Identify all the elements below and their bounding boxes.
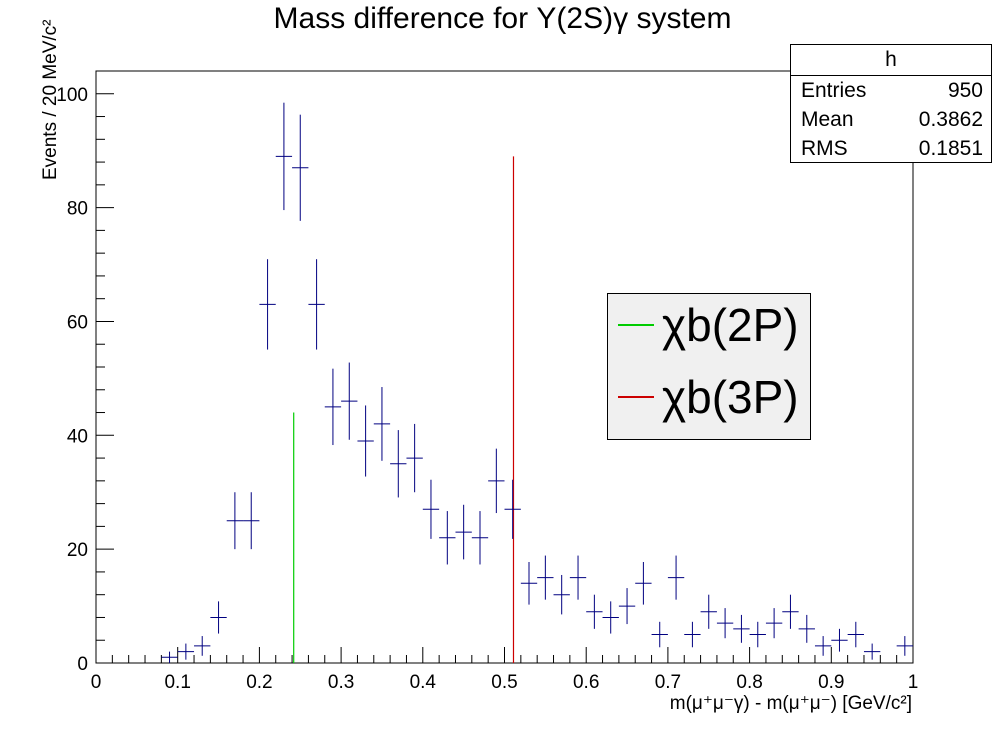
data-point [586,594,603,629]
data-point [488,448,505,514]
data-point [847,621,864,648]
x-tick-label: 0 [91,672,102,693]
stats-row-rms: RMS 0.1851 [791,134,991,163]
data-point [357,405,374,477]
data-point [618,588,636,625]
data-point [177,643,195,660]
data-point [471,511,489,565]
data-point [651,621,668,648]
data-point [161,651,178,663]
data-point [553,574,570,615]
stats-value: 0.1851 [918,137,983,160]
x-tick-label: 1 [908,672,919,693]
data-point [733,614,750,643]
data-point [814,636,832,656]
legend-entry-chib-3p: χb(3P) [618,370,799,424]
y-tick-label: 100 [56,85,88,106]
data-point [455,504,472,560]
data-point [373,387,391,461]
stats-header: h [791,45,991,76]
stats-row-entries: Entries 950 [791,76,991,105]
legend-label: χb(3P) [662,371,799,423]
stats-box: h Entries 950 Mean 0.3862 RMS 0.1851 [790,44,992,163]
data-point [226,492,244,550]
data-point [406,423,423,493]
data-point [275,102,293,211]
x-tick-label: 0.6 [573,672,599,693]
x-tick-label: 0.5 [491,672,517,693]
y-tick-label: 20 [67,540,88,561]
y-tick-label: 80 [67,199,88,220]
data-point [635,562,652,605]
data-point [292,114,309,221]
data-point [569,555,587,600]
stats-label: Mean [801,108,854,131]
reference-lines [293,156,515,663]
data-points [161,102,913,663]
legend-swatch [618,396,654,398]
axis-ticks [95,93,914,664]
data-point [439,511,456,565]
legend-entry-chib-2p: χb(2P) [618,298,799,352]
x-tick-label: 0.8 [736,672,762,693]
data-point [243,492,260,550]
axis-tick-labels: 0 0.1 0.2 0.3 0.4 0.5 0.6 0.7 0.8 0.9 1 0 20 40 60 80 10… [56,85,918,693]
y-tick-label: 40 [67,426,88,447]
x-axis-label: m(μ⁺μ⁻γ) - m(μ⁺μ⁻) [GeV/c²] [669,693,912,714]
data-point [716,608,734,639]
legend-swatch [618,324,654,326]
data-point [194,636,211,656]
data-point [863,643,881,660]
data-point [422,479,440,539]
legend-label: χb(2P) [662,299,799,351]
data-point [667,555,685,600]
y-tick-label: 0 [77,654,88,675]
data-point [782,594,799,629]
data-point [602,601,619,634]
stats-row-mean: Mean 0.3862 [791,105,991,134]
data-point [504,479,521,539]
x-tick-label: 0.2 [246,672,272,693]
chart-title: Mass difference for Υ(2S)γ system [273,2,732,35]
data-point [210,601,227,634]
data-point [390,430,407,498]
x-tick-label: 0.7 [655,672,681,693]
x-tick-label: 0.9 [818,672,844,693]
stats-value: 950 [947,79,983,102]
legend: χb(2P) χb(3P) [607,293,811,440]
data-point [765,608,783,639]
data-point [896,636,913,656]
stats-value: 0.3862 [918,108,983,131]
data-point [537,555,554,600]
data-point [259,259,276,350]
x-tick-label: 0.4 [410,672,437,693]
data-point [831,628,848,652]
data-point [798,614,815,643]
y-axis-label: Events / 20 MeV/c² [40,19,61,180]
data-point [308,259,325,350]
stats-label: RMS [801,137,848,160]
x-tick-label: 0.3 [328,672,354,693]
data-point [684,621,701,648]
data-point [324,368,342,446]
x-tick-label: 0.1 [164,672,190,693]
data-point [520,562,538,605]
data-point [341,362,358,440]
data-point [700,594,717,629]
stats-label: Entries [801,79,867,102]
y-tick-label: 60 [67,312,88,333]
data-point [749,621,766,648]
